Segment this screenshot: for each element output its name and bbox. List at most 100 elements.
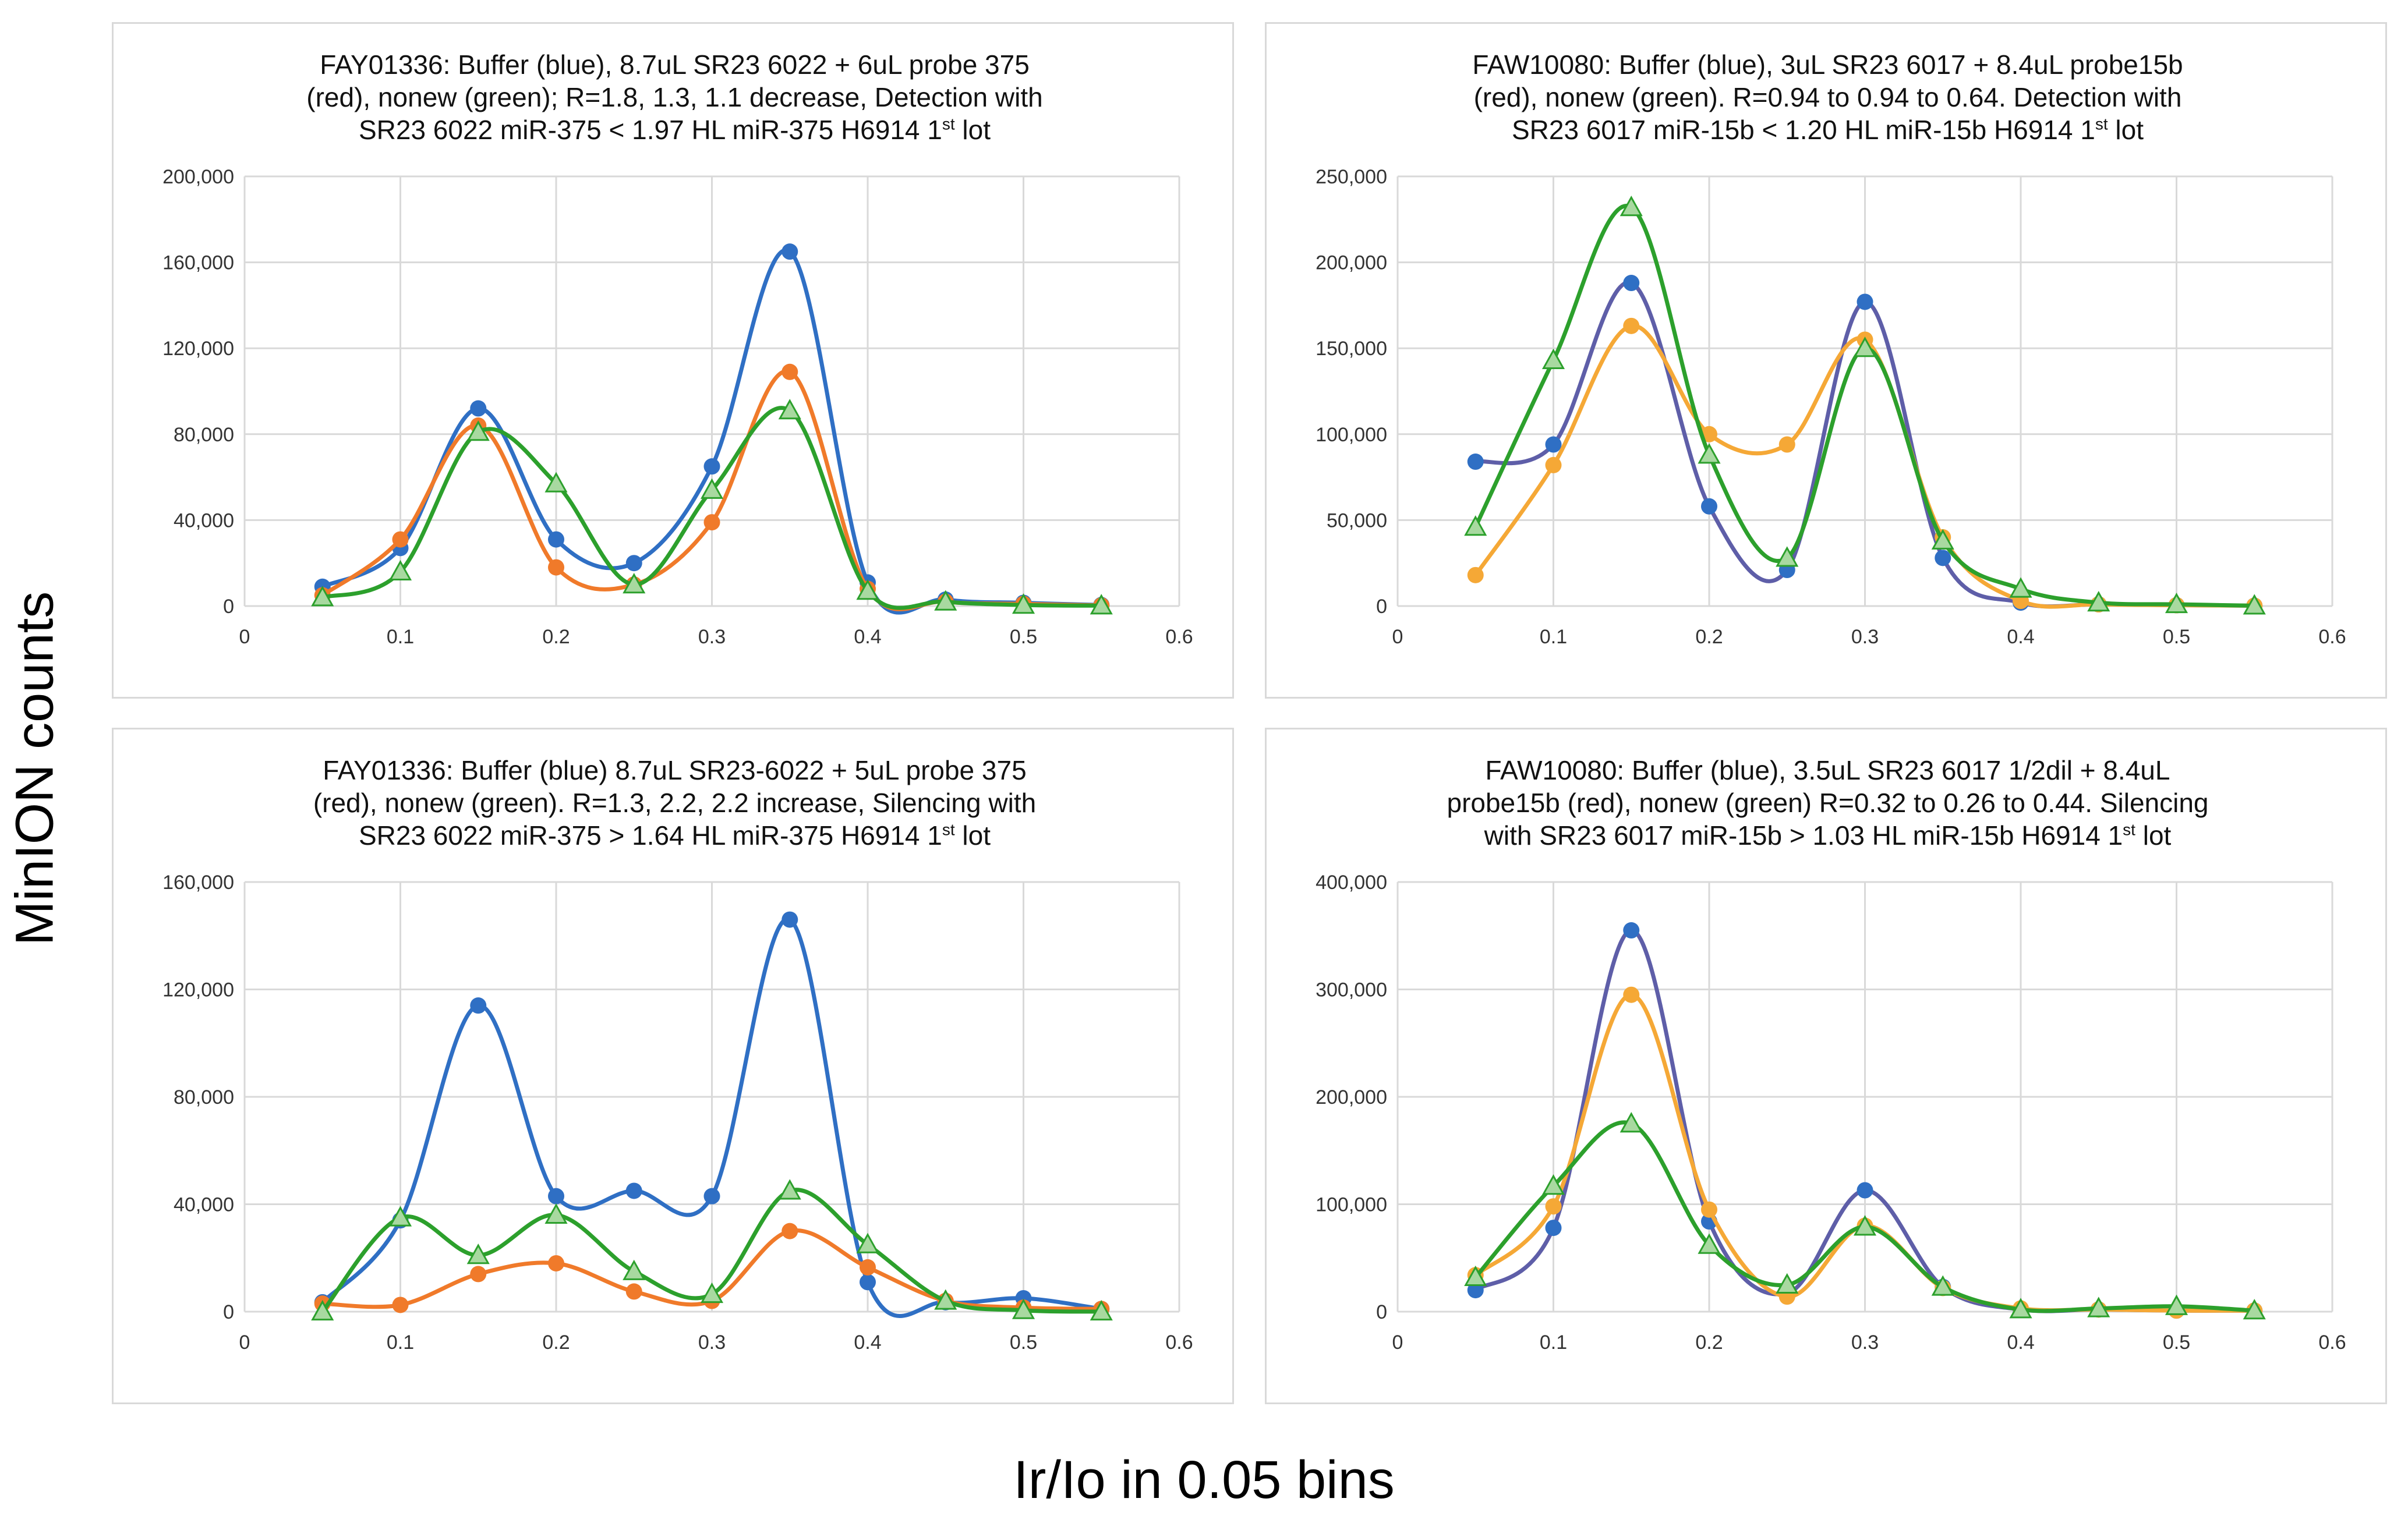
data-point: [1467, 566, 1484, 583]
x-tick-label: 0.1: [387, 1331, 414, 1354]
x-tick-label: 0.5: [2163, 626, 2190, 648]
data-point: [703, 1188, 720, 1205]
series-2: [311, 399, 1113, 615]
x-tick-label: 0.6: [2318, 626, 2346, 648]
y-tick-label: 80,000: [174, 424, 234, 446]
series-2: [1464, 196, 2266, 615]
y-tick-label: 0: [223, 1301, 234, 1323]
title-superscript: st: [942, 820, 955, 839]
x-tick-label: 0.5: [1010, 1331, 1037, 1354]
data-point: [703, 458, 720, 475]
chart-svg-top-left: 0 40,000 80,000 120,000 160,000 200,000 0 0.1 0.…: [162, 166, 1193, 648]
data-point: [623, 1259, 646, 1280]
title-line-3: SR23 6022 miR-375 > 1.64 HL miR-375 H691…: [358, 820, 942, 851]
chart-panel-bottom-right: 0 100,000 200,000 300,000 400,000 0 0.1 0.2 0.3 0…: [1265, 728, 2387, 1404]
gridlines: [243, 175, 1180, 607]
data-point: [1701, 498, 1717, 515]
chart-title-bottom-left: FAY01336: Buffer (blue) 8.7uL SR23-6022 …: [183, 754, 1166, 852]
data-point: [1776, 546, 1799, 567]
data-point: [1623, 317, 1640, 334]
gridlines: [1396, 881, 2333, 1313]
data-point: [388, 1206, 412, 1227]
y-tick-label: 160,000: [162, 872, 234, 894]
data-point: [860, 1259, 876, 1276]
x-tick-label: 0.4: [854, 1331, 881, 1354]
y-tick-label: 100,000: [1316, 424, 1387, 446]
x-tick-label: 0.1: [1540, 1331, 1567, 1354]
y-tick-label: 120,000: [162, 338, 234, 360]
x-tick-label: 0.6: [1165, 626, 1193, 648]
y-tick-label: 100,000: [1316, 1194, 1387, 1216]
chart-panel-top-left: 0 40,000 80,000 120,000 160,000 200,000 0 0.1 0.…: [112, 22, 1234, 699]
data-point: [1090, 594, 1113, 615]
y-tick-label: 40,000: [174, 509, 234, 532]
chart-title-top-left: FAY01336: Buffer (blue), 8.7uL SR23 6022…: [183, 48, 1166, 146]
title-line-2: (red), nonew (green). R=1.3, 2.2, 2.2 in…: [313, 788, 1037, 818]
data-point: [388, 559, 412, 581]
data-point: [1012, 593, 1035, 614]
title-line-2: (red), nonew (green); R=1.8, 1.3, 1.1 de…: [306, 82, 1043, 112]
data-point: [1776, 1273, 1799, 1294]
title-line-2: (red), nonew (green). R=0.94 to 0.94 to …: [1473, 82, 2182, 112]
data-point: [782, 363, 798, 380]
x-tick-label: 0.3: [1851, 1331, 1879, 1354]
data-point: [1467, 454, 1484, 470]
x-tick-label: 0.3: [698, 1331, 726, 1354]
data-point: [1545, 436, 1562, 453]
x-tick-label: 0: [1392, 626, 1403, 648]
x-tick-label: 0.3: [1851, 626, 1879, 648]
data-point: [1623, 986, 1640, 1003]
y-tick-label: 400,000: [1316, 872, 1387, 894]
data-point: [1012, 1298, 1035, 1319]
y-tick-label: 160,000: [162, 252, 234, 274]
data-point: [1701, 1201, 1717, 1218]
data-point: [392, 531, 409, 548]
data-point: [1464, 515, 1487, 536]
chart-title-top-right: FAW10080: Buffer (blue), 3uL SR23 6017 +…: [1336, 48, 2319, 146]
data-point: [625, 555, 642, 572]
x-tick-label: 0.1: [1540, 626, 1567, 648]
data-point: [700, 478, 724, 499]
data-point: [2243, 594, 2266, 615]
chart-svg-bottom-right: 0 100,000 200,000 300,000 400,000 0 0.1 0.2 0.3 0…: [1316, 872, 2346, 1354]
y-tick-label: 200,000: [162, 166, 234, 188]
data-point: [2087, 591, 2110, 612]
data-point: [2243, 1299, 2266, 1320]
data-point: [1623, 275, 1640, 292]
data-point: [1931, 529, 1954, 550]
data-point: [782, 911, 798, 928]
data-point: [1467, 1282, 1484, 1299]
x-tick-label: 0.3: [698, 626, 726, 648]
x-tick-label: 0.4: [854, 626, 881, 648]
data-point: [700, 1282, 724, 1304]
title-tail: lot: [2135, 820, 2172, 851]
data-point: [778, 1179, 801, 1200]
data-point: [1090, 1299, 1113, 1321]
y-axis-label: MinION counts: [5, 591, 65, 945]
data-point: [311, 586, 334, 607]
data-point: [544, 472, 568, 493]
data-point: [2009, 1298, 2032, 1319]
data-point: [1935, 550, 1951, 566]
data-point: [1701, 426, 1717, 442]
x-tick-label: 0.2: [1695, 626, 1723, 648]
data-point: [860, 1274, 876, 1291]
title-line-1: FAW10080: Buffer (blue), 3.5uL SR23 6017…: [1485, 755, 2170, 785]
data-point: [2087, 1297, 2110, 1317]
data-point: [778, 399, 801, 420]
title-superscript: st: [942, 115, 955, 133]
x-tick-label: 0.5: [1010, 626, 1037, 648]
data-point: [856, 579, 879, 600]
data-point: [1541, 1174, 1565, 1195]
data-point: [856, 1232, 879, 1253]
series-line: [1473, 204, 2257, 608]
y-tick-label: 200,000: [1316, 1086, 1387, 1108]
y-tick-label: 0: [1376, 596, 1387, 618]
title-line-3: SR23 6022 miR-375 < 1.97 HL miR-375 H691…: [358, 115, 942, 145]
title-tail: lot: [2108, 115, 2144, 145]
chart-svg-bottom-left: 0 40,000 80,000 120,000 160,000 0 0.1 0.2 0.3 0.4…: [162, 872, 1193, 1354]
x-tick-label: 0.6: [1165, 1331, 1193, 1354]
title-tail: lot: [954, 115, 991, 145]
y-tick-label: 80,000: [174, 1086, 234, 1108]
data-point: [544, 1203, 568, 1224]
